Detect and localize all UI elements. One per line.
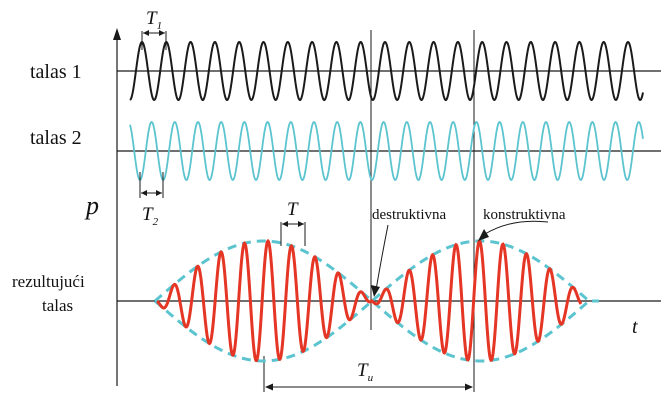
t-axis-label: t (632, 316, 638, 338)
result-label-line1: rezultujući (12, 272, 85, 291)
p-axis-label: p (84, 191, 99, 220)
destructive-arrow (375, 224, 389, 291)
wave2-label: talas 2 (30, 127, 82, 149)
wave1-curve (129, 40, 644, 102)
period1-marker (141, 30, 167, 50)
constructive-arrow (484, 220, 549, 235)
beat-period-marker (265, 383, 473, 391)
result-curve (156, 238, 583, 363)
period1-label: T1 (146, 8, 162, 32)
carrier-period-label: T (287, 199, 299, 220)
period2-label: T2 (142, 204, 159, 228)
wave1-label: talas 1 (30, 61, 82, 83)
result-label-line2: talas (42, 296, 73, 315)
constructive-arrowhead (478, 229, 489, 241)
period2-marker (139, 172, 164, 198)
destructive-arrowhead (371, 285, 380, 297)
envelope-lower-curve (154, 299, 599, 363)
constructive-label: konstruktivna (483, 207, 566, 223)
carrier-period-marker (280, 221, 306, 246)
beat-period-label: Tu (357, 360, 374, 384)
p-axis-arrow (113, 28, 121, 40)
destructive-label: destruktivna (372, 207, 446, 223)
wave2-curve (129, 120, 644, 182)
